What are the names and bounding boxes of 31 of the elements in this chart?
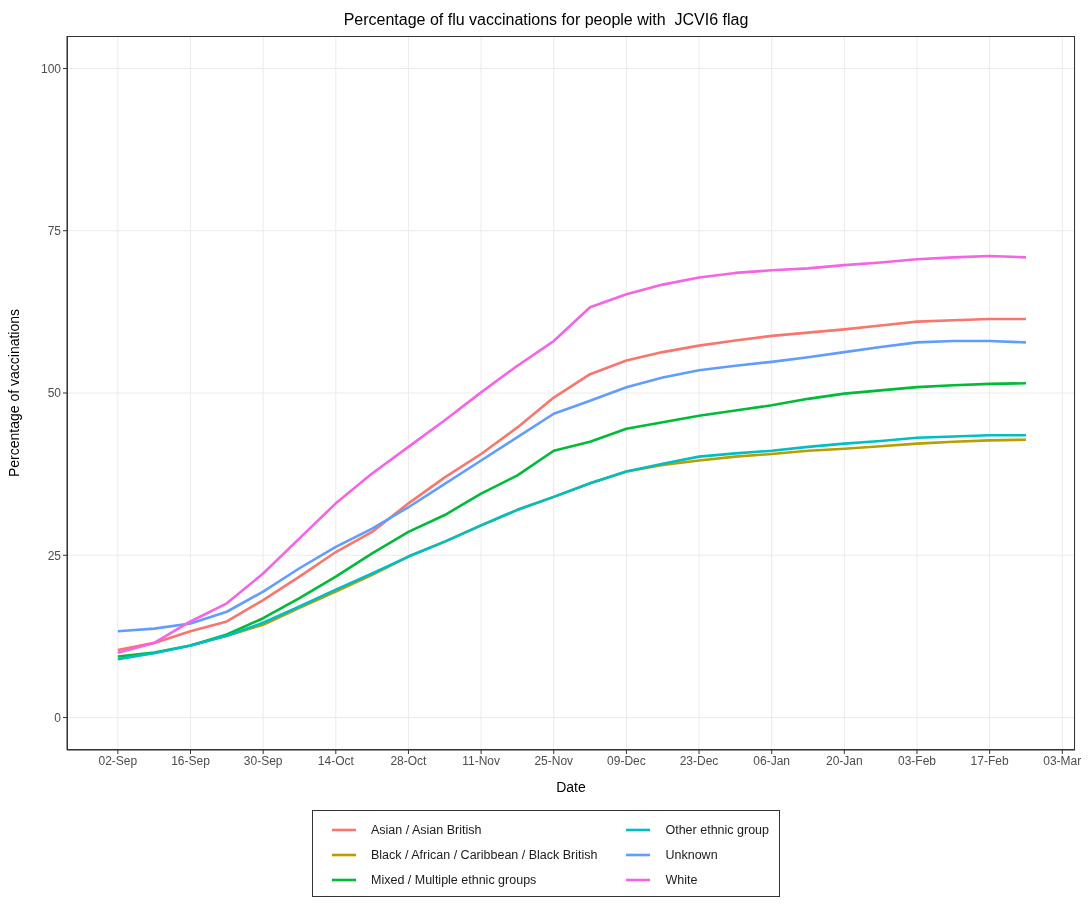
x-axis-title: Date xyxy=(556,779,586,795)
legend-label: Mixed / Multiple ethnic groups xyxy=(370,872,537,887)
line-series xyxy=(116,381,1028,658)
x-tick-label: 16-Sep xyxy=(171,753,211,768)
x-tick-label: 30-Sep xyxy=(243,753,283,768)
legend-label: Black / African / Caribbean / Black British xyxy=(370,847,598,862)
x-tick-label: 17-Feb xyxy=(970,753,1009,768)
y-tick-label: 25 xyxy=(47,548,62,563)
y-tick-label: 75 xyxy=(47,223,62,238)
line-series xyxy=(116,254,1028,654)
x-tick-label: 09-Dec xyxy=(607,753,646,768)
legend-label: Unknown xyxy=(665,847,718,862)
x-tick-label: 02-Sep xyxy=(98,753,138,768)
x-tick-label: 03-Feb xyxy=(897,753,937,768)
legend-label: Asian / Asian British xyxy=(370,822,482,837)
x-tick-label: 06-Jan xyxy=(753,753,791,768)
y-tick-label: 0 xyxy=(54,710,62,725)
y-tick-label: 100 xyxy=(40,61,62,76)
line-series xyxy=(116,433,1028,661)
x-tick-label: 25-Nov xyxy=(534,753,574,768)
x-tick-label: 14-Oct xyxy=(317,753,355,768)
y-tick-label: 50 xyxy=(47,386,62,401)
x-tick-label: 23-Dec xyxy=(679,753,719,768)
x-tick-label: 20-Jan xyxy=(825,753,863,768)
y-axis-title: Percentage of vaccinations xyxy=(5,308,22,478)
chart-title: Percentage of flu vaccinations for people with JCVI6 flag xyxy=(342,10,750,30)
x-tick-label: 28-Oct xyxy=(390,753,428,768)
legend-label: White xyxy=(665,872,698,887)
x-tick-label: 11-Nov xyxy=(462,753,500,768)
x-tick-label: 03-Mar xyxy=(1043,753,1082,768)
legend-label: Other ethnic group xyxy=(665,822,770,837)
